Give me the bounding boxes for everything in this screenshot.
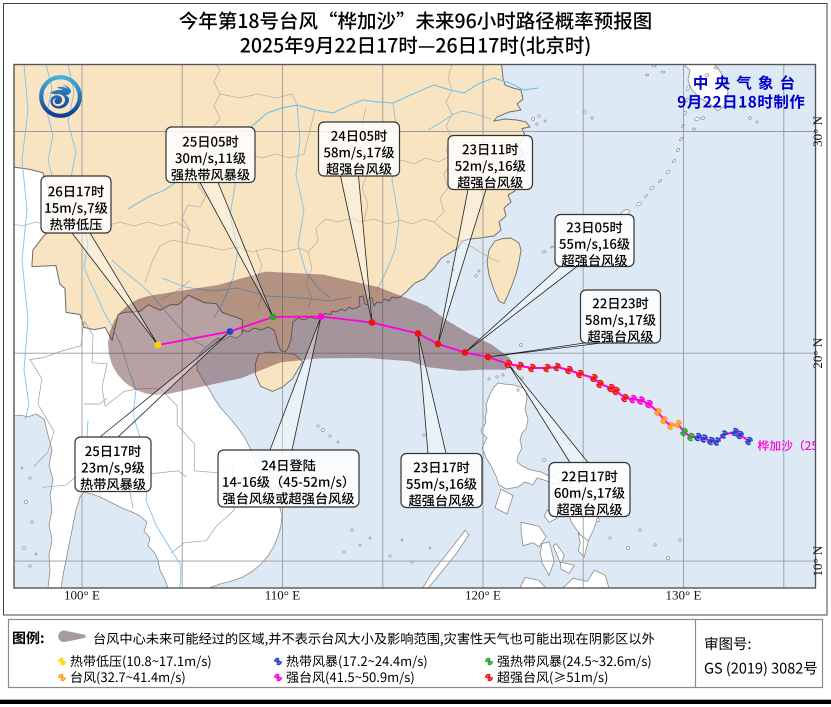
svg-text:110° E: 110° E xyxy=(265,588,300,603)
svg-text:20° N: 20° N xyxy=(810,337,825,368)
svg-text:100° E: 100° E xyxy=(64,588,100,603)
svg-text:10° N: 10° N xyxy=(810,545,825,576)
svg-text:120° E: 120° E xyxy=(465,588,501,603)
svg-text:30° N: 30° N xyxy=(810,115,825,146)
svg-text:130° E: 130° E xyxy=(666,588,702,603)
